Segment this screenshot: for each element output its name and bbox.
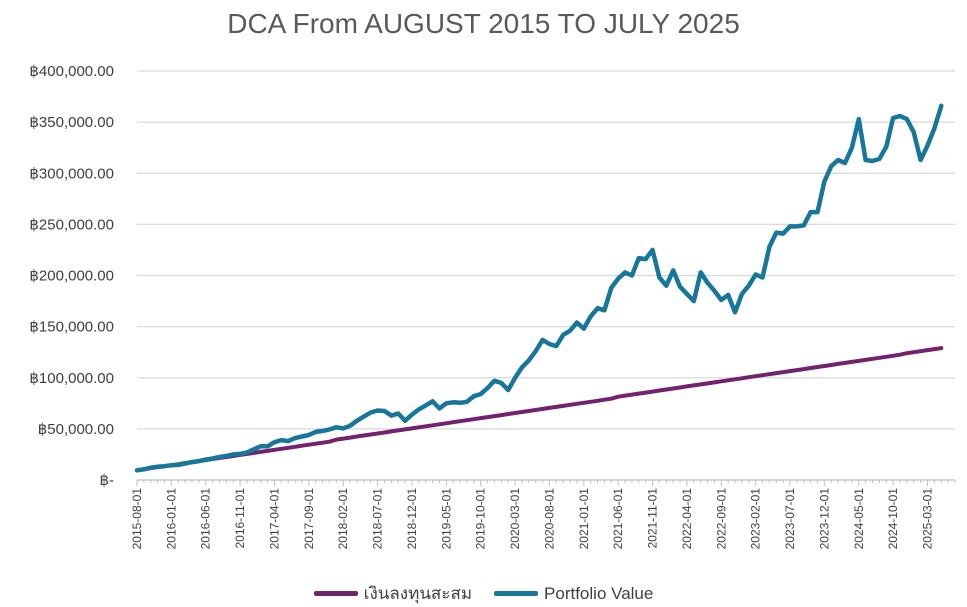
x-tick-label-14: 2021-06-01	[611, 488, 625, 550]
x-tick-label-12: 2020-08-01	[542, 488, 556, 550]
y-tick-label-0: ฿-	[99, 472, 114, 489]
x-tick-label-4: 2017-04-01	[267, 488, 281, 550]
y-tick-label-2: ฿100,000.00	[29, 370, 114, 387]
x-tick-label-8: 2018-12-01	[405, 488, 419, 550]
legend-swatch-invested	[313, 591, 358, 596]
legend-item-portfolio: Portfolio Value	[494, 584, 653, 604]
x-tick-label-5: 2017-09-01	[302, 488, 316, 550]
x-tick-label-18: 2023-02-01	[749, 488, 763, 550]
x-tick-label-23: 2025-03-01	[921, 488, 935, 550]
x-tick-label-9: 2019-05-01	[439, 488, 453, 550]
legend: เงินลงทุนสะสม Portfolio Value	[0, 580, 967, 607]
x-tick-label-13: 2021-01-01	[577, 488, 591, 550]
series-line-portfolio	[134, 103, 944, 473]
x-tick-label-19: 2023-07-01	[783, 488, 797, 550]
x-tick-label-22: 2024-10-01	[886, 488, 900, 550]
x-tick-label-6: 2018-02-01	[336, 488, 350, 550]
x-tick-label-16: 2022-04-01	[680, 488, 694, 550]
series-line-invested	[135, 346, 944, 473]
chart-title: DCA From AUGUST 2015 TO JULY 2025	[227, 8, 740, 39]
y-tick-label-3: ฿150,000.00	[29, 319, 114, 336]
x-tick-label-3: 2016-11-01	[233, 488, 247, 549]
x-tick-label-7: 2018-07-01	[371, 488, 385, 550]
x-tick-label-1: 2016-01-01	[164, 488, 178, 550]
x-tick-label-0: 2015-08-01	[130, 488, 144, 550]
x-tick-label-21: 2024-05-01	[852, 488, 866, 550]
y-tick-label-5: ฿250,000.00	[29, 216, 114, 233]
y-tick-label-6: ฿300,000.00	[29, 165, 114, 182]
y-tick-label-1: ฿50,000.00	[38, 421, 114, 438]
x-tick-label-20: 2023-12-01	[817, 488, 831, 550]
x-tick-label-10: 2019-10-01	[474, 488, 488, 550]
series-lines	[134, 103, 944, 473]
x-tick-label-17: 2022-09-01	[714, 488, 728, 550]
legend-swatch-portfolio	[494, 591, 539, 596]
legend-label-portfolio: Portfolio Value	[544, 583, 654, 603]
legend-label-invested: เงินลงทุนสะสม	[363, 584, 473, 603]
x-tick-label-15: 2021-11-01	[646, 488, 660, 549]
y-axis-tick-labels: ฿- ฿50,000.00 ฿100,000.00 ฿150,000.00 ฿200,0…	[29, 63, 114, 489]
y-tick-label-8: ฿400,000.00	[29, 63, 114, 80]
x-tick-label-11: 2020-03-01	[508, 488, 522, 550]
x-tick-label-2: 2016-06-01	[199, 488, 213, 550]
y-tick-label-4: ฿200,000.00	[29, 268, 114, 285]
x-axis-tick-labels: 2015-08-01 2016-01-01 2016-06-01 2016-11-01…	[130, 488, 935, 550]
legend-item-invested: เงินลงทุนสะสม	[313, 580, 473, 607]
y-tick-label-7: ฿350,000.00	[29, 114, 114, 131]
gridlines	[137, 70, 955, 430]
x-axis	[136, 479, 956, 486]
